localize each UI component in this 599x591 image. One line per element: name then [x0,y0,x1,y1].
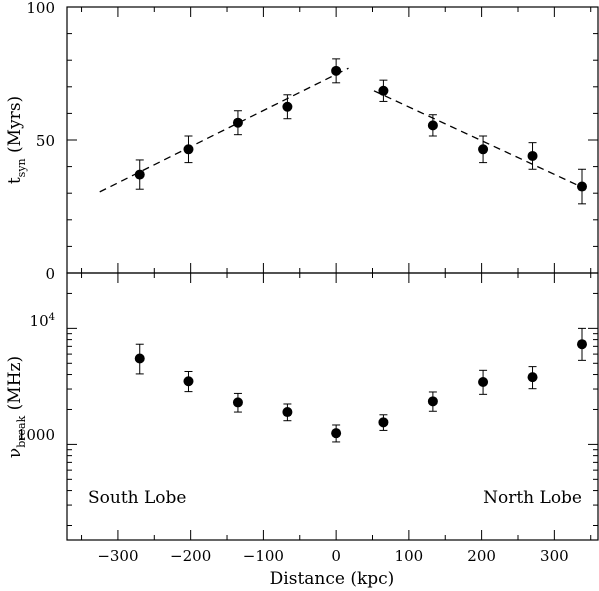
top-y-tick-labels: 0 50 100 [26,0,55,283]
bottom-y-axis-subscript: break [15,415,28,447]
top-ticks [67,6,598,274]
data-point [478,144,489,155]
y-tick-label: 0 [45,265,55,283]
bottom-frame [66,272,599,541]
data-point [527,150,538,161]
bottom-panel: 1000 104 −300 −200 −100 0 100 200 300 νbreak (… [5,272,599,589]
y-tick-label: 50 [36,132,55,150]
data-point [576,181,587,192]
y-tick-label-base: 10 [30,312,49,330]
x-tick-label: 100 [395,547,424,565]
top-fit-lines [99,67,584,193]
data-point [134,169,145,180]
data-point [183,144,194,155]
bottom-y-axis-title: νbreak (MHz) [5,356,28,458]
x-axis-title: Distance (kpc) [270,569,395,589]
x-tick-label: −300 [97,547,138,565]
y-tick-label-exponent: 4 [49,312,55,323]
x-tick-label: −200 [170,547,211,565]
top-y-axis-subscript: syn [15,158,28,177]
fit-line [373,90,584,189]
south-lobe-label: South Lobe [88,488,186,508]
data-point [282,101,293,112]
top-frame [66,6,599,274]
data-point [331,428,342,439]
bottom-y-tick-labels: 1000 104 [17,312,55,444]
bottom-data-points [134,327,587,443]
data-point [331,65,342,76]
top-y-axis-title: tsyn (Myrs) [5,96,28,184]
data-point [478,376,489,387]
y-tick-label: 100 [26,0,55,17]
fit-line [99,67,349,193]
data-point [282,407,293,418]
data-point [134,353,145,364]
x-tick-label: −100 [243,547,284,565]
top-y-axis-symbol: t [5,177,25,184]
x-tick-label: 300 [540,547,569,565]
top-data-points [134,58,587,205]
bottom-y-axis-symbol: ν [5,448,25,458]
data-point [427,396,438,407]
x-tick-label: 200 [467,547,496,565]
data-point [378,85,389,96]
data-point [378,417,389,428]
y-tick-label-10000: 104 [30,312,55,330]
bottom-ticks [67,272,598,540]
y-tick-label-1000: 1000 [17,426,55,444]
top-y-axis-unit: (Myrs) [5,96,25,159]
data-point [183,376,194,387]
data-point [232,117,243,128]
data-point [527,372,538,383]
data-point [427,120,438,131]
x-tick-label: 0 [331,547,341,565]
bottom-y-axis-unit: (MHz) [5,356,25,416]
north-lobe-label: North Lobe [483,488,582,508]
x-tick-labels: −300 −200 −100 0 100 200 300 [97,547,568,565]
data-point [232,397,243,408]
top-panel: 0 50 100 tsyn (Myrs) [5,0,599,283]
data-point [576,339,587,350]
